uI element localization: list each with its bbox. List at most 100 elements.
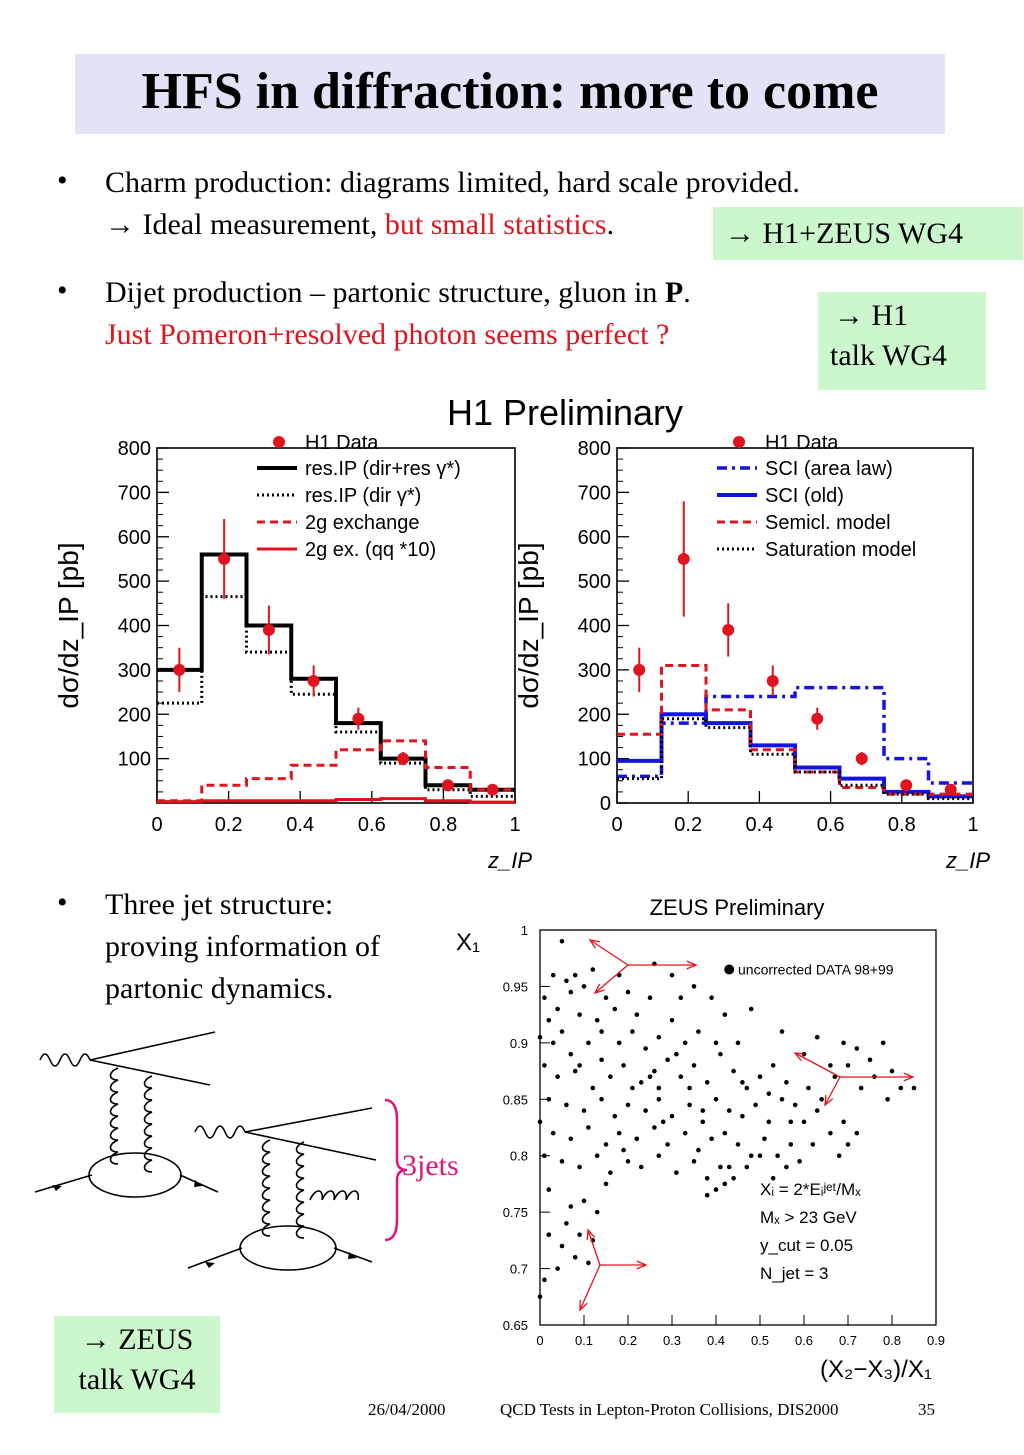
dijet-reference-line2: talk WG4	[830, 339, 947, 372]
topology-arrow	[587, 1229, 601, 1266]
scatter-point	[718, 1051, 723, 1057]
scatter-point	[744, 1164, 750, 1170]
scatter-point	[581, 984, 587, 989]
scatter-point	[779, 1029, 785, 1034]
scatter-point	[775, 1153, 780, 1159]
topology-arrow	[824, 1076, 841, 1106]
legend-marker	[724, 964, 735, 975]
scatter-point	[669, 1017, 675, 1023]
slide-title: HFS in diffraction: more to come	[141, 63, 879, 120]
scatter-point	[656, 1096, 662, 1102]
y-tick-label: 0.75	[503, 1205, 528, 1220]
scatter-point	[696, 1029, 701, 1034]
scatter-point	[616, 1130, 622, 1136]
scatter-point	[691, 1159, 697, 1164]
y-tick-label: 0	[600, 793, 611, 815]
scatter-point	[726, 1164, 732, 1170]
photon-line-2	[194, 1125, 246, 1139]
scatter-point	[621, 1147, 626, 1153]
scatter-point	[836, 1153, 842, 1159]
scatter-point	[603, 1181, 609, 1187]
y-tick-label: 0.95	[503, 979, 528, 994]
jet-line	[89, 1059, 211, 1086]
y-tick-label: 800	[578, 438, 611, 460]
scatter-point	[797, 1159, 802, 1164]
x-tick-label: 0.2	[674, 814, 702, 836]
scatter-point	[814, 1034, 820, 1040]
scatter-point	[555, 1266, 560, 1271]
scatter-point	[748, 1153, 754, 1159]
scatter-point	[713, 1096, 719, 1102]
y-tick-label: 300	[578, 660, 611, 682]
scatter-point	[784, 1080, 789, 1085]
topology-arrow	[794, 1052, 841, 1078]
h1-charts: H1 Preliminary 1002003004005006007008000…	[53, 392, 990, 873]
scatter-point	[621, 1063, 626, 1068]
photon-line-1	[39, 1053, 91, 1067]
topology-arrow	[579, 1264, 601, 1311]
bullet-dijet: Dijet production – partonic structure, g…	[105, 272, 691, 356]
gluon-coil	[261, 1139, 271, 1237]
scatter-point	[594, 1153, 600, 1159]
scatter-point	[559, 1159, 565, 1164]
scatter-point	[555, 1006, 560, 1012]
data-point	[766, 674, 779, 687]
y-tick-label: 300	[118, 660, 151, 682]
y-tick-label: 500	[118, 571, 151, 593]
x-axis-label: (X₂−X₃)/X₁	[820, 1356, 932, 1383]
scatter-point	[788, 1119, 794, 1125]
scatter-point	[753, 1102, 758, 1108]
jets-label: 3jets	[402, 1149, 459, 1182]
scatter-point	[740, 1080, 745, 1085]
scatter-point	[788, 1142, 794, 1147]
topology-arrow	[589, 939, 629, 966]
scatter-point	[722, 1130, 728, 1136]
scatter-point	[691, 984, 697, 989]
legend-label: H1 Data	[765, 432, 839, 454]
scatter-point	[806, 1085, 811, 1091]
scatter-point	[647, 1074, 653, 1080]
threejet-line2: proving information of	[105, 930, 380, 963]
radiated-gluon	[309, 1190, 360, 1201]
histogram-series	[157, 739, 515, 803]
scatter-point	[757, 1153, 763, 1159]
scatter-point	[770, 1175, 776, 1181]
scatter-point	[779, 1096, 785, 1102]
legend-label: Semicl. model	[765, 512, 891, 534]
scatter-point	[845, 1142, 851, 1147]
scatter-point	[643, 1046, 648, 1051]
annotation-text: N_jet = 3	[760, 1264, 829, 1283]
zeus-reference-box: → ZEUS talk WG4	[54, 1316, 220, 1413]
scatter-point	[885, 1096, 890, 1102]
bullet-marker: •	[57, 274, 68, 307]
zeus-scatter: ZEUS Preliminary 0.650.70.750.80.850.90.…	[456, 895, 945, 1383]
scatter-point	[577, 1012, 582, 1017]
scatter-point	[590, 967, 596, 972]
annotation-text: Mₓ > 23 GeV	[760, 1208, 857, 1227]
jets-brace	[384, 1098, 408, 1242]
jet-line	[244, 1107, 373, 1133]
scatter-point	[828, 1130, 833, 1136]
scatter-point	[766, 1119, 772, 1125]
y-tick-label: 100	[118, 749, 151, 771]
jet-line	[244, 1131, 377, 1161]
proton-line	[34, 1174, 93, 1193]
scatter-point	[542, 1063, 547, 1068]
data-point	[262, 623, 275, 636]
scatter-point	[678, 995, 684, 1001]
scatter-point	[748, 1006, 754, 1012]
scatter-point	[682, 1130, 688, 1136]
topology-arrowhead	[903, 1072, 915, 1082]
legend-marker	[273, 436, 285, 448]
scatter-point	[608, 1074, 613, 1080]
scatter-point	[819, 1096, 824, 1102]
scatter-point	[867, 1057, 873, 1063]
scatter-point	[572, 1068, 578, 1074]
dijet-line1: Dijet production – partonic structure, g…	[105, 276, 691, 309]
scatter-point	[546, 1187, 552, 1192]
data-point	[944, 783, 957, 796]
legend-label: res.IP (dir γ*)	[305, 485, 421, 507]
legend-label: Saturation model	[765, 539, 916, 561]
data-point	[352, 712, 365, 725]
x-tick-label: 0.8	[883, 1333, 901, 1348]
